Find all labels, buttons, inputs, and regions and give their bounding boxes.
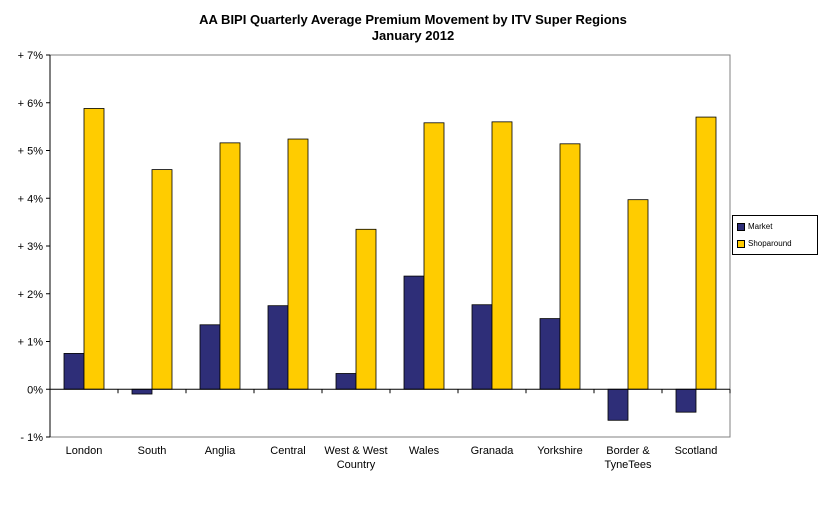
x-category-label: London — [66, 445, 103, 457]
x-category-label: West & West — [324, 445, 387, 457]
legend-swatch-shoparound — [737, 239, 745, 248]
bar-market — [63, 353, 85, 390]
y-tick-label: + 7% — [18, 50, 44, 62]
legend-label-market: Market — [748, 222, 773, 231]
bar-shoparound — [287, 138, 309, 390]
bar-shoparound — [491, 121, 513, 390]
bar-shoparound — [219, 142, 241, 390]
x-category-label: Anglia — [205, 445, 236, 457]
bar-market — [403, 275, 425, 390]
x-category-label: Central — [270, 445, 305, 457]
bar-shoparound — [355, 228, 377, 390]
bar-market — [675, 388, 697, 413]
legend-swatch-market — [737, 222, 745, 231]
x-category-label: TyneTees — [604, 459, 652, 471]
y-tick-label: + 1% — [18, 337, 44, 349]
y-tick-label: - 1% — [20, 432, 43, 444]
y-tick-label: + 4% — [18, 193, 44, 205]
y-tick-label: 0% — [27, 384, 43, 396]
legend-label-shoparound: Shoparound — [748, 239, 792, 248]
bar-shoparound — [83, 108, 105, 390]
y-tick-label: + 3% — [18, 241, 44, 253]
bar-shoparound — [559, 143, 581, 390]
bar-shoparound — [423, 122, 445, 390]
y-tick-label: + 5% — [18, 146, 44, 158]
bar-market — [335, 373, 357, 390]
y-tick-label: + 6% — [18, 98, 44, 110]
x-category-label: Yorkshire — [537, 445, 582, 457]
x-category-label: Country — [337, 459, 376, 471]
bar-market — [539, 318, 561, 390]
chart-subtitle-line: January 2012 — [371, 28, 455, 43]
chart-title-line: AA BIPI Quarterly Average Premium Moveme… — [199, 12, 627, 27]
x-category-label: South — [138, 445, 167, 457]
legend-item-market: Market — [737, 222, 772, 231]
bar-market — [199, 324, 221, 390]
bar-shoparound — [695, 116, 717, 390]
x-category-label: Wales — [409, 445, 440, 457]
bar-shoparound — [151, 169, 173, 390]
bar-shoparound — [627, 199, 649, 390]
bar-market — [131, 388, 153, 395]
chart-legend: Market Shoparound — [732, 215, 818, 255]
legend-item-shoparound: Shoparound — [737, 239, 792, 248]
x-category-label: Granada — [471, 445, 515, 457]
bar-market — [607, 388, 629, 421]
x-category-label: Border & — [606, 445, 650, 457]
x-category-label: Scotland — [675, 445, 718, 457]
y-tick-label: + 2% — [18, 289, 44, 301]
bar-market — [267, 305, 289, 390]
bar-market — [471, 304, 493, 390]
chart-title: AA BIPI Quarterly Average Premium Moveme… — [0, 12, 826, 44]
